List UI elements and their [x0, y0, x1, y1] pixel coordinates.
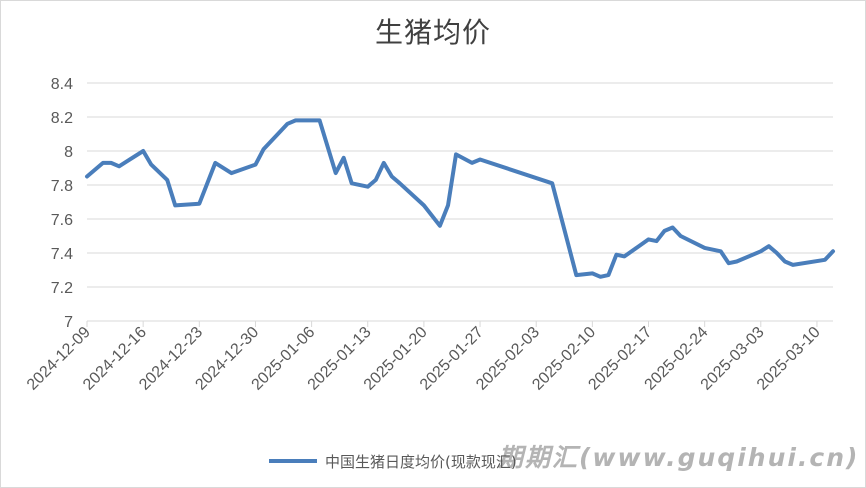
- y-tick-label: 7.4: [51, 246, 73, 263]
- y-tick-label: 8.4: [51, 76, 73, 93]
- x-axis: 2024-12-092024-12-162024-12-232024-12-30…: [24, 320, 833, 394]
- legend: 中国生猪日度均价(现款现汇): [269, 449, 517, 473]
- chart-title: 生猪均价: [374, 16, 491, 49]
- series-layer: [85, 118, 835, 279]
- watermark: 期期汇(www.guqihui.cn): [498, 443, 860, 472]
- legend-label: 中国生猪日度均价(现款现汇): [325, 452, 517, 471]
- y-tick-label: 7.2: [51, 280, 73, 297]
- y-tick-label: 7.8: [51, 178, 73, 195]
- y-tick-label: 8.2: [51, 110, 73, 127]
- y-axis: 7 7.2 7.4 7.6 7.8 8 8.2 8.4: [51, 76, 73, 331]
- legend-swatch: [269, 459, 317, 463]
- y-tick-label: 8: [64, 144, 73, 161]
- series-line: [85, 118, 835, 279]
- y-tick-label: 7.6: [51, 212, 73, 229]
- grid-layer: [87, 82, 833, 288]
- y-tick-label: 7: [64, 314, 73, 331]
